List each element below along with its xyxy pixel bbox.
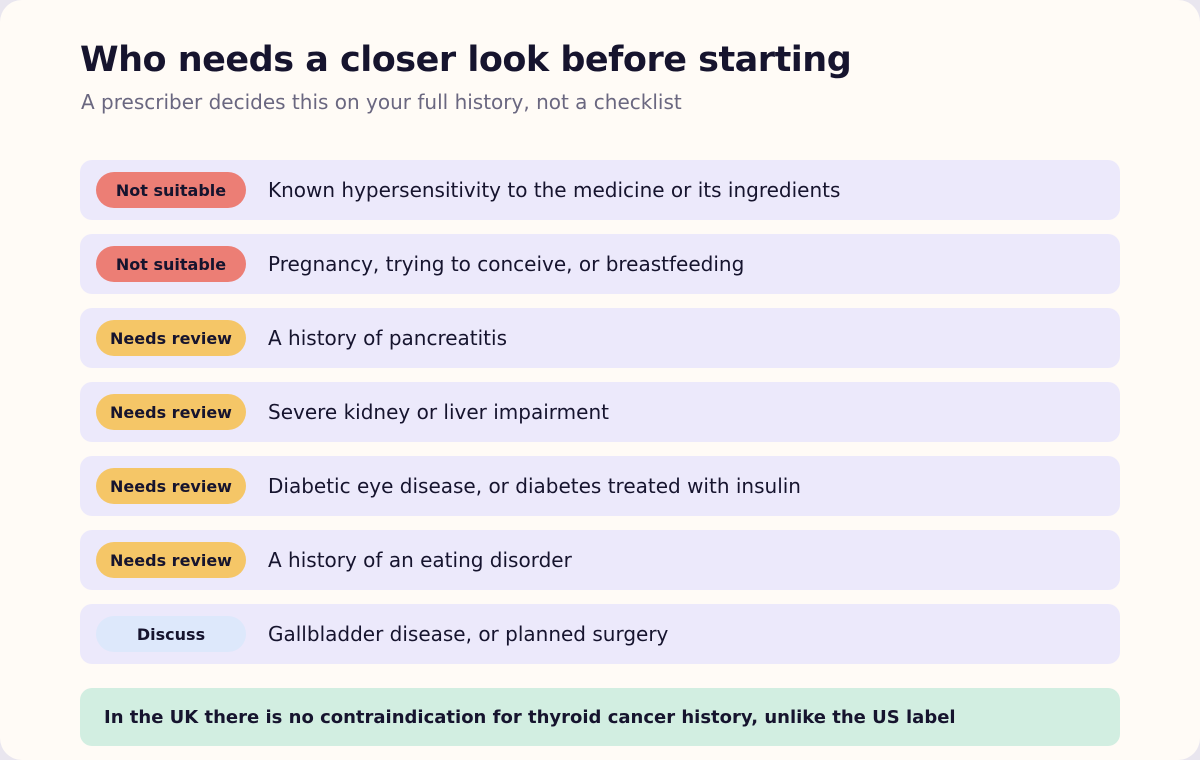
list-item: Not suitable Known hypersensitivity to t…: [80, 160, 1120, 220]
list-item: Not suitable Pregnancy, trying to concei…: [80, 234, 1120, 294]
criteria-text: Severe kidney or liver impairment: [268, 400, 609, 424]
info-note: In the UK there is no contraindication f…: [80, 688, 1120, 746]
list-item: Needs review Severe kidney or liver impa…: [80, 382, 1120, 442]
status-badge-needs-review: Needs review: [96, 468, 246, 504]
criteria-text: Diabetic eye disease, or diabetes treate…: [268, 474, 801, 498]
criteria-text: A history of pancreatitis: [268, 326, 508, 350]
list-item: Needs review Diabetic eye disease, or di…: [80, 456, 1120, 516]
status-badge-not-suitable: Not suitable: [96, 246, 246, 282]
criteria-text: A history of an eating disorder: [268, 548, 572, 572]
list-item: Needs review A history of an eating diso…: [80, 530, 1120, 590]
criteria-list: Not suitable Known hypersensitivity to t…: [80, 160, 1120, 678]
page-title: Who needs a closer look before starting: [80, 40, 852, 80]
criteria-text: Pregnancy, trying to conceive, or breast…: [268, 252, 745, 276]
status-badge-discuss: Discuss: [96, 616, 246, 652]
status-badge-needs-review: Needs review: [96, 394, 246, 430]
list-item: Needs review A history of pancreatitis: [80, 308, 1120, 368]
page-subtitle: A prescriber decides this on your full h…: [81, 90, 682, 114]
status-badge-not-suitable: Not suitable: [96, 172, 246, 208]
status-badge-needs-review: Needs review: [96, 320, 246, 356]
list-item: Discuss Gallbladder disease, or planned …: [80, 604, 1120, 664]
status-badge-needs-review: Needs review: [96, 542, 246, 578]
criteria-text: Gallbladder disease, or planned surgery: [268, 622, 669, 646]
criteria-text: Known hypersensitivity to the medicine o…: [268, 178, 841, 202]
